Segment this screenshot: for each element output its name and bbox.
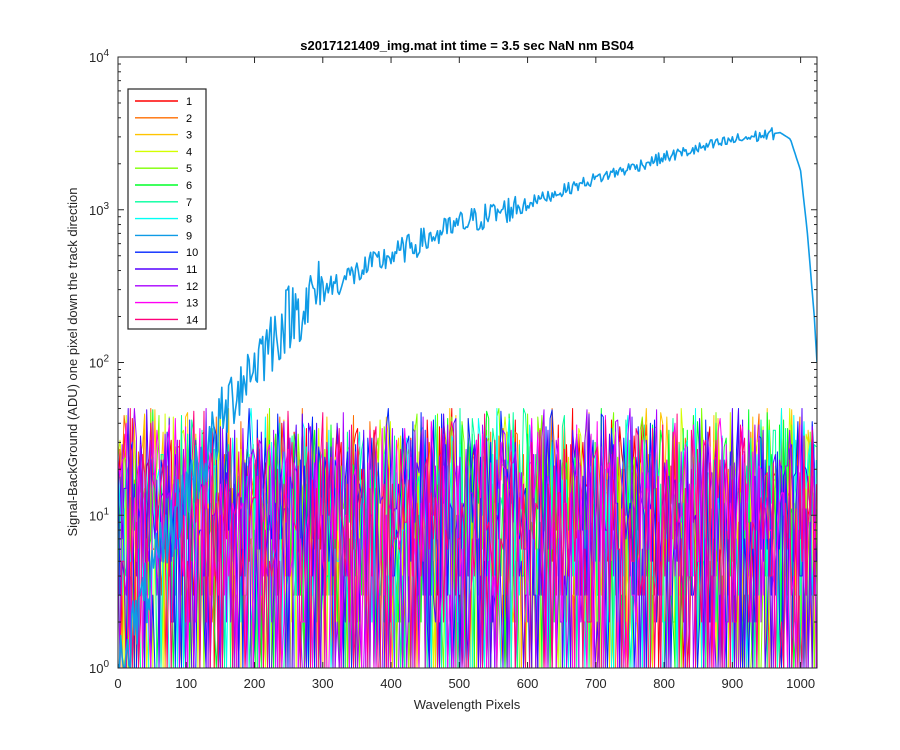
series-line-11 bbox=[118, 408, 817, 668]
x-tick-label: 400 bbox=[380, 676, 402, 691]
x-tick-label: 1000 bbox=[786, 676, 815, 691]
legend-label-1: 1 bbox=[186, 96, 192, 108]
x-tick-label: 0 bbox=[114, 676, 121, 691]
x-tick-label: 600 bbox=[517, 676, 539, 691]
series-line-12 bbox=[118, 408, 817, 668]
legend-label-14: 14 bbox=[186, 314, 198, 326]
x-tick-label: 700 bbox=[585, 676, 607, 691]
y-tick-label: 103 bbox=[89, 201, 109, 218]
y-tick-label: 100 bbox=[89, 659, 109, 676]
x-tick-label: 900 bbox=[722, 676, 744, 691]
legend-label-3: 3 bbox=[186, 130, 192, 142]
tick-layer: 0 100 200 300 400 500 600 700 800 900 100010010110… bbox=[89, 48, 817, 691]
y-tick-label: 104 bbox=[89, 48, 109, 65]
legend-label-10: 10 bbox=[186, 247, 198, 259]
legend-label-5: 5 bbox=[186, 163, 192, 175]
chart-title: s2017121409_img.mat int time = 3.5 sec N… bbox=[300, 38, 634, 53]
x-tick-label: 500 bbox=[448, 676, 470, 691]
legend-label-7: 7 bbox=[186, 197, 192, 209]
series-line-13 bbox=[118, 415, 817, 668]
legend-label-2: 2 bbox=[186, 113, 192, 125]
series-line-14 bbox=[118, 408, 817, 668]
x-tick-label: 800 bbox=[653, 676, 675, 691]
legend-label-6: 6 bbox=[186, 180, 192, 192]
y-tick-label: 101 bbox=[89, 506, 109, 523]
y-axis-label: Signal-BackGround (ADU) one pixel down t… bbox=[65, 187, 80, 536]
legend-label-11: 11 bbox=[186, 264, 197, 276]
legend-label-9: 9 bbox=[186, 230, 192, 242]
series-line-9 bbox=[118, 127, 817, 668]
x-tick-label: 300 bbox=[312, 676, 334, 691]
y-tick-label: 102 bbox=[89, 354, 109, 371]
legend-label-13: 13 bbox=[186, 298, 198, 310]
series-layer bbox=[118, 127, 817, 668]
legend-box bbox=[127, 88, 207, 330]
x-tick-label: 200 bbox=[244, 676, 266, 691]
legend-label-12: 12 bbox=[186, 281, 198, 293]
x-axis-label: Wavelength Pixels bbox=[414, 697, 521, 712]
x-tick-label: 100 bbox=[175, 676, 197, 691]
legend-label-4: 4 bbox=[186, 146, 192, 158]
legend-label-8: 8 bbox=[186, 214, 192, 226]
